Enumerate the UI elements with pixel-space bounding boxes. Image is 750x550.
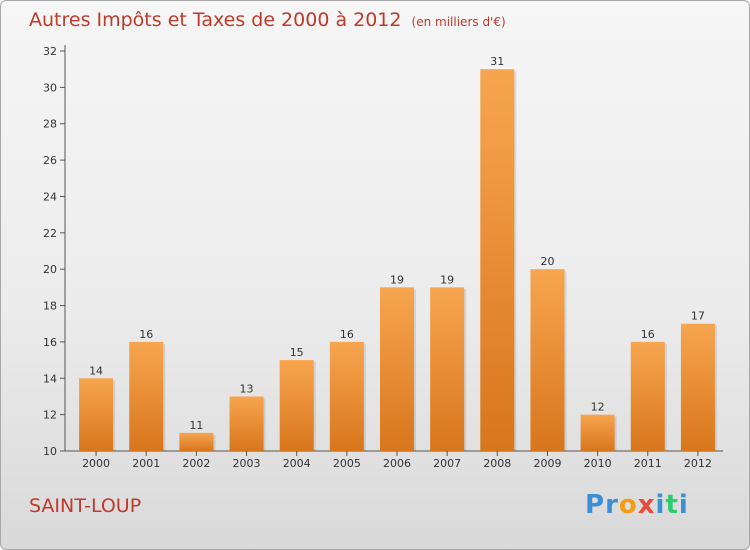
logo-letter: x [637,490,656,520]
bar [380,287,414,451]
x-tick-label: 2006 [383,457,411,470]
commune-name: SAINT-LOUP [29,495,142,517]
x-tick-label: 2008 [483,457,511,470]
bar [329,341,364,451]
bar-value-label: 12 [591,401,605,414]
y-tick-label: 28 [43,118,57,131]
bar [279,360,314,451]
bar [179,432,214,451]
bar [530,269,565,451]
y-tick-label: 24 [43,190,57,203]
bar-value-label: 19 [440,273,454,286]
bar [480,69,515,451]
y-tick-label: 18 [43,300,57,313]
logo-letter: i [655,490,666,520]
y-tick-label: 12 [43,409,57,422]
bar-value-label: 20 [540,255,554,268]
x-tick-label: 2007 [433,457,461,470]
x-tick-label: 2011 [634,457,662,470]
y-tick-label: 14 [43,372,57,385]
bar [129,341,164,451]
bar [580,414,615,451]
y-tick-label: 16 [43,336,57,349]
x-tick-label: 2004 [283,457,311,470]
proxiti-logo[interactable]: Proxiti [585,490,689,520]
logo-letter: P [585,490,606,520]
x-tick-label: 2001 [132,457,160,470]
y-tick-label: 22 [43,227,57,240]
logo-letter: t [665,490,679,520]
x-tick-label: 2002 [182,457,210,470]
chart-title: Autres Impôts et Taxes de 2000 à 2012 (e… [29,9,506,31]
chart-subtitle: (en milliers d'€) [411,15,506,29]
x-tick-label: 2005 [333,457,361,470]
bar [430,287,465,451]
bar-value-label: 19 [390,273,404,286]
bar-value-label: 14 [89,364,103,377]
bar [630,341,665,451]
bar-value-label: 11 [189,419,203,432]
y-tick-label: 32 [43,45,57,58]
x-tick-label: 2010 [584,457,612,470]
chart-title-text: Autres Impôts et Taxes de 2000 à 2012 [29,9,402,31]
bar [680,323,715,451]
bar-value-label: 16 [641,328,655,341]
bar [79,378,114,451]
bar [229,396,264,451]
bar-value-label: 15 [290,346,304,359]
logo-letter: r [605,490,619,520]
x-tick-label: 2003 [233,457,261,470]
x-tick-label: 2009 [533,457,561,470]
bar-value-label: 17 [691,310,705,323]
bar-value-label: 13 [240,382,254,395]
x-tick-label: 2012 [684,457,712,470]
bar-value-label: 31 [490,55,504,68]
y-tick-label: 26 [43,154,57,167]
bar-value-label: 16 [340,328,354,341]
logo-letter: i [678,490,689,520]
logo-letter: o [618,490,638,520]
y-tick-label: 30 [43,81,57,94]
y-tick-label: 20 [43,263,57,276]
bar-value-label: 16 [139,328,153,341]
x-tick-label: 2000 [82,457,110,470]
y-tick-label: 10 [43,445,57,458]
